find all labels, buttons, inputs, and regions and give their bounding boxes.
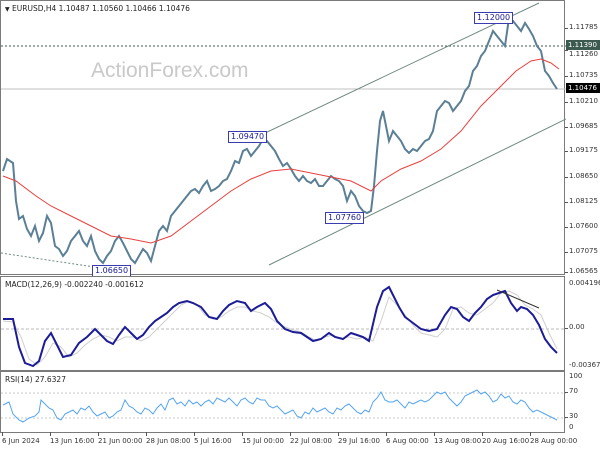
annotation-high-1-09470: 1.09470 [228, 131, 268, 143]
symbol-label: EURUSD,H4 [12, 4, 57, 13]
macd-trendline [496, 289, 540, 309]
rsi-line [2, 389, 558, 423]
rsi-title: RSI(14) 27.6327 [5, 375, 66, 384]
macd-panel[interactable]: MACD(12,26,9) -0.002240 -0.001612 [0, 276, 566, 371]
time-axis-label: 29 Jul 16:00 [338, 437, 380, 445]
price-axis-label: 1.09685 [569, 122, 598, 130]
macd-title: MACD(12,26,9) -0.002240 -0.001612 [5, 280, 144, 289]
macd-line [3, 285, 558, 368]
macd-axis-label: 0.00 [569, 323, 585, 331]
macd-axis-label: 0.004196 [569, 279, 600, 287]
time-axis-label: 22 Jul 08:00 [290, 437, 332, 445]
time-axis-label: 13 Aug 08:00 [434, 437, 482, 445]
rsi-axis: 100 70 30 0 [565, 371, 600, 433]
time-axis-label: 15 Jul 00:00 [242, 437, 284, 445]
rsi-axis-label: 70 [569, 387, 578, 395]
price-axis-label: 1.11260 [569, 50, 598, 58]
level-price-tag: 1.11390 [566, 40, 600, 50]
time-axis-label: 6 Jun 2024 [2, 437, 40, 445]
price-axis-label: 1.08125 [569, 197, 598, 205]
macd-svg [1, 285, 566, 368]
macd-axis: 0.004196 0.00 -0.003678 [565, 276, 600, 371]
time-axis-label: 28 Jun 08:00 [146, 437, 191, 445]
price-axis-label: 1.09175 [569, 146, 598, 154]
price-axis-label: 1.06565 [569, 267, 598, 275]
annotation-high-1-12000: 1.12000 [474, 12, 514, 24]
price-axis-label: 1.10210 [569, 97, 598, 105]
time-axis-label: 5 Jul 16:00 [194, 437, 232, 445]
price-axis-label: 1.11785 [569, 23, 598, 31]
watermark: ActionForex.com [91, 59, 249, 82]
rsi-svg [1, 389, 566, 423]
price-axis-label: 1.10735 [569, 71, 598, 79]
price-axis-label: 1.07075 [569, 247, 598, 255]
triangle-down-icon[interactable]: ▼ [5, 6, 10, 13]
rsi-axis-label: 100 [569, 372, 583, 380]
current-price-tag: 1.10476 [566, 83, 600, 93]
rsi-axis-label: 30 [569, 412, 578, 420]
time-axis-label: 21 Jun 00:00 [98, 437, 143, 445]
macd-signal-line [2, 290, 558, 366]
price-axis-label: 1.07600 [569, 222, 598, 230]
channel-lower-line [268, 118, 566, 266]
time-axis-label: 20 Aug 16:00 [482, 437, 530, 445]
price-chart-svg [1, 2, 566, 272]
price-chart-panel[interactable]: ▼ EURUSD,H4 1.10487 1.10560 1.10466 1.10… [0, 0, 566, 277]
chart-title: ▼ EURUSD,H4 1.10487 1.10560 1.10466 1.10… [5, 4, 190, 13]
time-axis-label: 13 Jun 16:00 [50, 437, 95, 445]
channel-upper-line [262, 2, 540, 135]
time-axis-label: 28 Aug 00:00 [530, 437, 578, 445]
rsi-axis-label: 0 [569, 423, 574, 431]
price-axis-label: 1.08650 [569, 172, 598, 180]
time-axis-label: 6 Aug 00:00 [386, 437, 429, 445]
price-axis[interactable]: 1.11785 1.11260 1.10735 1.10210 1.09685 … [565, 0, 600, 275]
moving-average-line [2, 58, 560, 244]
price-series [2, 16, 558, 265]
annotation-low-1-07760: 1.07760 [325, 212, 365, 224]
ohlc-values: 1.10487 1.10560 1.10466 1.10476 [58, 4, 190, 13]
macd-axis-label: -0.003678 [569, 361, 600, 369]
rsi-panel[interactable]: RSI(14) 27.6327 [0, 371, 566, 433]
